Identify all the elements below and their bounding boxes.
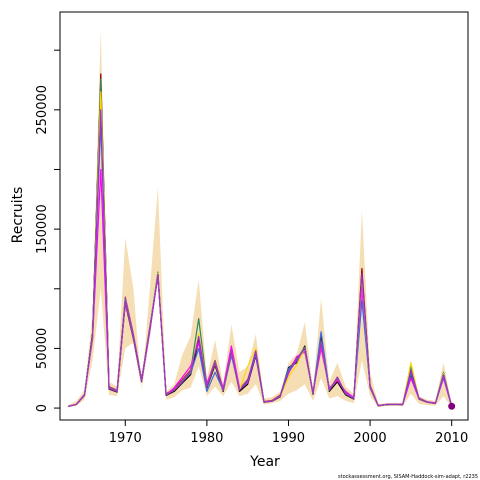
- plot-frame: [59, 11, 469, 421]
- x-tick-label-1980: 1980: [190, 431, 223, 446]
- confidence-band-layer: [68, 28, 452, 408]
- y-axis-title: Recruits: [10, 187, 26, 244]
- y-tick-label-150000: 150000: [35, 204, 50, 254]
- axes-layer: 1970 1980 1990 2000 2010 0 50000 150000 250000: [35, 11, 469, 446]
- final-point-marker: [448, 402, 456, 410]
- series-line-8: [68, 109, 453, 407]
- x-tick-label-2000: 2000: [354, 431, 387, 446]
- y-tick-label-250000: 250000: [35, 85, 50, 135]
- x-tick-label-1990: 1990: [272, 431, 305, 446]
- y-tick-label-0: 0: [35, 404, 50, 412]
- credit-note: stockassessment.org, SISAM-Haddock-sim-a…: [338, 474, 478, 480]
- series-line-1: [68, 73, 453, 407]
- y-tick-label-50000: 50000: [35, 328, 50, 369]
- confidence-band: [68, 28, 452, 408]
- x-axis-title: Year: [249, 454, 280, 470]
- series-lines-layer: [68, 73, 456, 410]
- x-tick-label-2010: 2010: [435, 431, 468, 446]
- x-tick-label-1970: 1970: [109, 431, 142, 446]
